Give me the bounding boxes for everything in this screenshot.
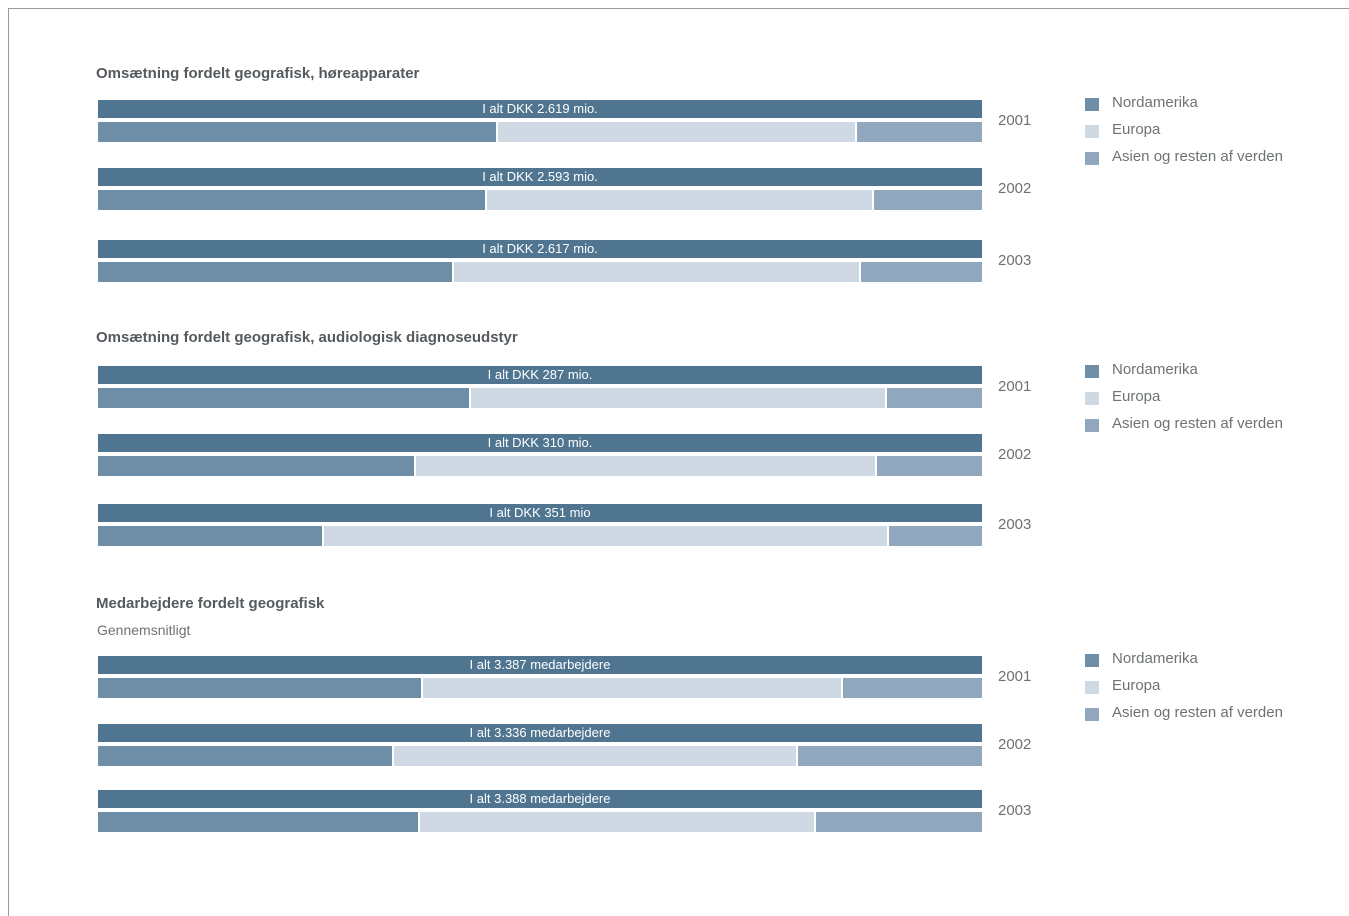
bar-row-2001: I alt DKK 2.619 mio. <box>98 100 982 144</box>
bar-row-2003: I alt DKK 2.617 mio. <box>98 240 982 284</box>
bar-segment-europa <box>454 262 859 282</box>
bar-segment-asien <box>843 678 982 698</box>
legend-swatch <box>1085 125 1099 138</box>
stacked-bar <box>98 678 982 698</box>
total-bar: I alt DKK 2.619 mio. <box>98 100 982 118</box>
bar-segment-nordamerika <box>98 678 422 698</box>
bar-segment-asien <box>815 812 982 832</box>
stacked-bar <box>98 190 982 210</box>
legend-swatch <box>1085 98 1099 111</box>
stacked-bar <box>98 746 982 766</box>
bar-row-2002: I alt DKK 310 mio. <box>98 434 982 478</box>
stacked-bar <box>98 262 982 282</box>
bar-segment-asien <box>860 262 982 282</box>
bar-segment-europa <box>498 122 856 142</box>
year-label: 2001 <box>998 668 1032 685</box>
year-label: 2002 <box>998 446 1032 463</box>
bar-segment-nordamerika <box>98 388 470 408</box>
legend-label: Europa <box>1112 677 1161 694</box>
bar-row-2003: I alt 3.388 medarbejdere <box>98 790 982 834</box>
bar-segment-asien <box>798 746 982 766</box>
bar-row-2001: I alt DKK 287 mio. <box>98 366 982 410</box>
legend-swatch <box>1085 365 1099 378</box>
bar-segment-europa <box>394 746 797 766</box>
chart-subtitle: Gennemsnitligt <box>97 622 191 638</box>
bar-segment-nordamerika <box>98 746 393 766</box>
legend-swatch <box>1085 392 1099 405</box>
bar-segment-nordamerika <box>98 526 323 546</box>
total-bar: I alt DKK 2.593 mio. <box>98 168 982 186</box>
bar-segment-asien <box>876 456 982 476</box>
year-label: 2001 <box>998 378 1032 395</box>
bar-segment-europa <box>324 526 888 546</box>
year-label: 2002 <box>998 180 1032 197</box>
legend-label: Nordamerika <box>1112 361 1198 378</box>
bar-segment-europa <box>471 388 886 408</box>
legend-swatch <box>1085 152 1099 165</box>
page-frame <box>8 8 1349 916</box>
year-label: 2003 <box>998 516 1032 533</box>
bar-segment-europa <box>419 812 814 832</box>
year-label: 2001 <box>998 112 1032 129</box>
bar-segment-nordamerika <box>98 190 485 210</box>
legend-swatch <box>1085 654 1099 667</box>
bar-row-2001: I alt 3.387 medarbejdere <box>98 656 982 700</box>
stacked-bar <box>98 812 982 832</box>
legend-label: Nordamerika <box>1112 94 1198 111</box>
chart-title: Medarbejdere fordelt geografisk <box>96 595 325 612</box>
bar-segment-asien <box>874 190 982 210</box>
bar-segment-europa <box>423 678 842 698</box>
legend-swatch <box>1085 708 1099 721</box>
bar-segment-asien <box>857 122 982 142</box>
chart-title: Omsætning fordelt geografisk, audiologis… <box>96 329 518 346</box>
total-bar: I alt 3.388 medarbejdere <box>98 790 982 808</box>
chart-title: Omsætning fordelt geografisk, høreappara… <box>96 65 420 82</box>
total-bar: I alt 3.387 medarbejdere <box>98 656 982 674</box>
year-label: 2003 <box>998 802 1032 819</box>
bar-segment-nordamerika <box>98 262 453 282</box>
stacked-bar <box>98 122 982 142</box>
bar-segment-europa <box>416 456 875 476</box>
legend-label: Asien og resten af verden <box>1112 148 1283 165</box>
bar-row-2002: I alt DKK 2.593 mio. <box>98 168 982 212</box>
year-label: 2002 <box>998 736 1032 753</box>
bar-row-2003: I alt DKK 351 mio <box>98 504 982 548</box>
stacked-bar <box>98 526 982 546</box>
legend-swatch <box>1085 419 1099 432</box>
stacked-bar <box>98 456 982 476</box>
total-bar: I alt DKK 2.617 mio. <box>98 240 982 258</box>
legend-label: Europa <box>1112 121 1161 138</box>
bar-row-2002: I alt 3.336 medarbejdere <box>98 724 982 768</box>
stacked-bar <box>98 388 982 408</box>
bar-segment-nordamerika <box>98 812 418 832</box>
total-bar: I alt DKK 310 mio. <box>98 434 982 452</box>
legend-swatch <box>1085 681 1099 694</box>
bar-segment-nordamerika <box>98 456 415 476</box>
total-bar: I alt DKK 351 mio <box>98 504 982 522</box>
legend-label: Europa <box>1112 388 1161 405</box>
bar-segment-europa <box>486 190 873 210</box>
total-bar: I alt 3.336 medarbejdere <box>98 724 982 742</box>
total-bar: I alt DKK 287 mio. <box>98 366 982 384</box>
bar-segment-nordamerika <box>98 122 497 142</box>
bar-segment-asien <box>889 526 982 546</box>
legend-label: Nordamerika <box>1112 650 1198 667</box>
legend-label: Asien og resten af verden <box>1112 704 1283 721</box>
year-label: 2003 <box>998 252 1032 269</box>
bar-segment-asien <box>887 388 982 408</box>
legend-label: Asien og resten af verden <box>1112 415 1283 432</box>
